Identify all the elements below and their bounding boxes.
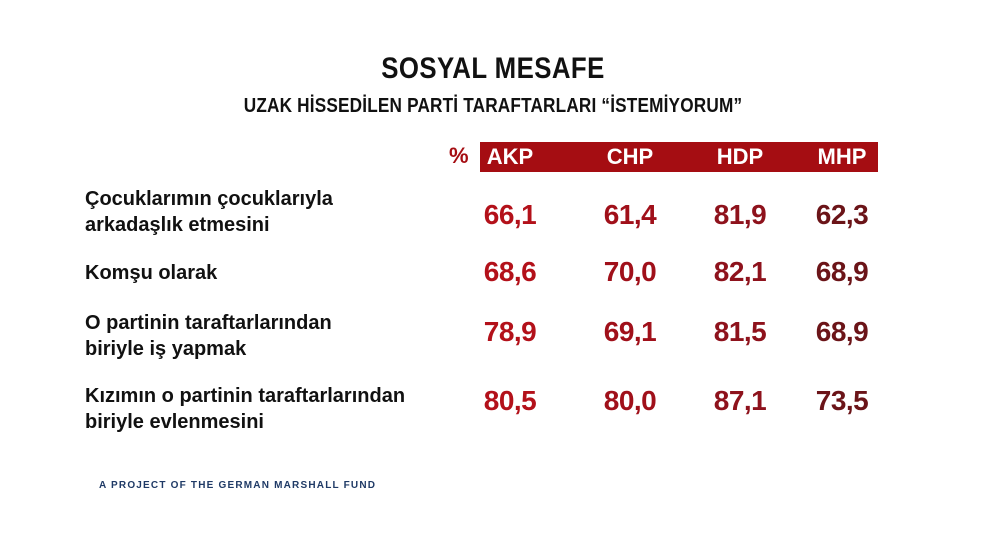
column-header-bar <box>480 142 878 172</box>
value-akp: 78,9 <box>483 316 537 347</box>
value-hdp: 87,1 <box>713 385 767 416</box>
value-chp: 80,0 <box>603 385 657 416</box>
column-header-mhp: MHP <box>817 144 867 169</box>
value-mhp: 68,9 <box>815 256 869 287</box>
value-chp: 69,1 <box>603 316 657 347</box>
row-label: Çocuklarımın çocuklarıyla arkadaşlık etme… <box>85 186 465 238</box>
value-mhp: 62,3 <box>815 199 869 230</box>
row-label-line: Kızımın o partinin taraftarlarından <box>85 385 406 407</box>
row-label-line: Çocuklarımın çocuklarıyla <box>85 188 333 210</box>
footer-credit: A PROJECT OF THE GERMAN MARSHALL FUND <box>99 480 377 491</box>
row-label: Kızımın o partinin taraftarlarından biriy… <box>85 383 465 435</box>
row-label: Komşu olarak <box>85 260 465 286</box>
chart-title: SOSYAL MESAFE <box>381 52 605 85</box>
value-hdp: 81,9 <box>713 199 767 230</box>
row-label: O partinin taraftarlarından biriyle iş ya… <box>85 310 465 362</box>
column-header-chp: CHP <box>606 144 654 169</box>
value-akp: 80,5 <box>483 385 537 416</box>
row-label-line: biriyle iş yapmak <box>85 338 247 360</box>
chart-subtitle: UZAK HİSSEDİLEN PARTİ TARAFTARLARI “İSTE… <box>243 95 743 117</box>
value-chp: 61,4 <box>603 199 657 230</box>
column-header-akp: AKP <box>486 144 534 169</box>
value-chp: 70,0 <box>603 256 657 287</box>
row-label-line: biriyle evlenmesini <box>85 411 264 433</box>
value-mhp: 68,9 <box>815 316 869 347</box>
value-akp: 66,1 <box>483 199 537 230</box>
column-header-hdp: HDP <box>716 144 764 169</box>
value-hdp: 82,1 <box>713 256 767 287</box>
percent-sign: % <box>449 143 469 168</box>
row-label-line: Komşu olarak <box>85 262 218 284</box>
value-mhp: 73,5 <box>815 385 869 416</box>
value-akp: 68,6 <box>483 256 537 287</box>
row-label-line: O partinin taraftarlarından <box>85 312 332 334</box>
value-hdp: 81,5 <box>713 316 767 347</box>
row-label-line: arkadaşlık etmesini <box>85 214 270 236</box>
